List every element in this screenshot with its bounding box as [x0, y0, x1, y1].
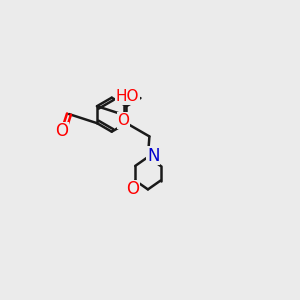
Text: O: O	[126, 180, 139, 198]
Text: O: O	[118, 113, 130, 128]
Text: HO: HO	[116, 89, 139, 104]
Text: N: N	[147, 147, 160, 165]
Text: O: O	[55, 122, 68, 140]
